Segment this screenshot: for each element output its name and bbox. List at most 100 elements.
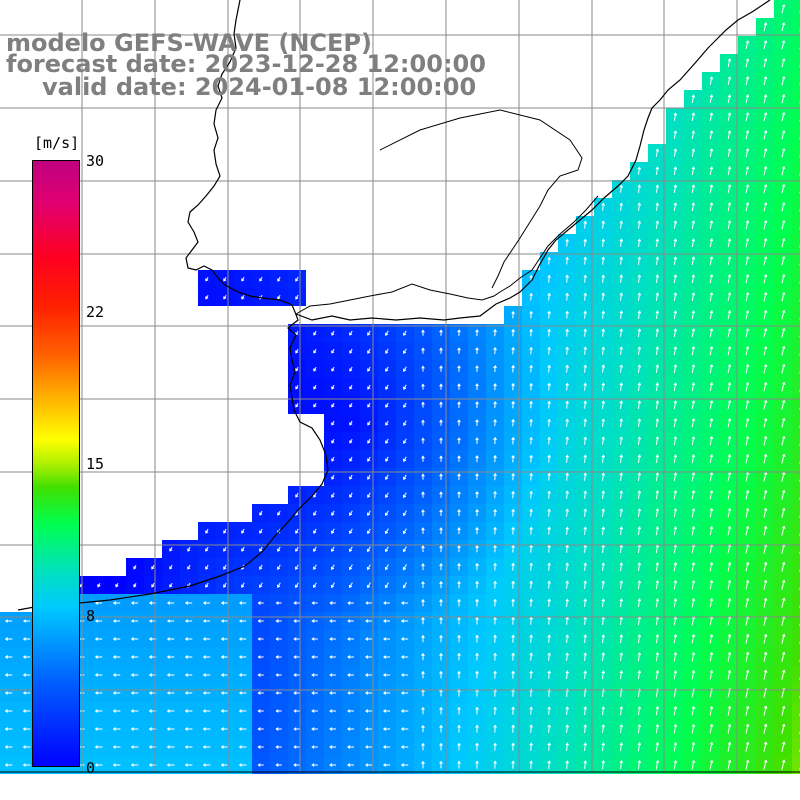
wind-arrow: [511, 760, 515, 769]
wind-arrow: [583, 508, 588, 517]
wind-arrow: [583, 670, 588, 679]
wind-arrow: [781, 453, 786, 464]
wind-arrow: [673, 633, 678, 644]
wind-arrow: [385, 330, 389, 336]
wind-arrow: [384, 546, 389, 553]
colorbar-unit: [m/s]: [34, 134, 80, 152]
wind-arrow: [583, 724, 588, 734]
wind-arrow: [475, 634, 479, 643]
wind-arrow: [421, 706, 425, 715]
wind-arrow: [384, 582, 389, 589]
wind-arrow: [565, 580, 570, 589]
wind-arrow: [727, 435, 732, 446]
wind-arrow: [637, 670, 642, 680]
wind-arrow: [655, 562, 660, 572]
wind-arrow: [475, 760, 479, 769]
wind-arrow: [349, 492, 353, 498]
wind-arrow: [259, 276, 263, 282]
wind-arrow: [673, 130, 678, 139]
wind-arrow: [311, 601, 318, 605]
wind-arrow: [400, 709, 409, 713]
wind-arrow: [112, 727, 121, 731]
wind-cell: [792, 0, 800, 18]
wind-arrow: [511, 742, 515, 751]
wind-arrow: [511, 706, 515, 715]
wind-arrow: [493, 454, 497, 463]
wind-arrow: [457, 508, 461, 517]
wind-arrow: [619, 724, 624, 734]
wind-arrow: [727, 453, 732, 464]
wind-arrow: [187, 564, 191, 570]
wind-arrow: [691, 382, 696, 392]
wind-arrow: [439, 401, 443, 408]
wind-arrow: [583, 436, 588, 445]
wind-arrow: [781, 237, 786, 248]
wind-arrow: [475, 598, 479, 607]
wind-arrow: [637, 220, 642, 229]
wind-arrow: [475, 347, 479, 355]
wind-arrow: [673, 292, 678, 302]
wind-arrow: [403, 456, 407, 462]
wind-arrow: [166, 691, 175, 695]
wind-arrow: [709, 435, 714, 446]
wind-cell: [792, 594, 800, 612]
wind-arrow: [763, 58, 768, 68]
wind-arrow: [331, 438, 335, 444]
wind-arrow: [94, 655, 103, 659]
wind-arrow: [763, 219, 768, 230]
wind-arrow: [382, 619, 391, 623]
wind-arrow: [745, 471, 750, 482]
wind-cell: [792, 720, 800, 738]
wind-arrow: [583, 760, 588, 770]
wind-arrow: [763, 597, 768, 608]
wind-arrow: [4, 745, 13, 749]
wind-arrow: [4, 655, 13, 659]
wind-arrow: [619, 742, 624, 752]
wind-arrow: [637, 364, 642, 373]
wind-arrow: [275, 745, 282, 749]
wind-arrow: [475, 544, 479, 553]
wind-arrow: [331, 546, 335, 552]
wind-arrow: [655, 202, 660, 211]
wind-arrow: [457, 347, 461, 354]
wind-arrow: [565, 274, 570, 283]
wind-arrow: [493, 562, 497, 571]
wind-arrow: [457, 473, 461, 481]
wind-arrow: [4, 637, 13, 641]
wind-arrow: [637, 652, 642, 662]
wind-arrow: [275, 637, 282, 641]
wind-arrow: [655, 759, 660, 770]
wind-arrow: [223, 546, 227, 552]
wind-arrow: [241, 528, 245, 534]
wind-cell: [792, 486, 800, 504]
wind-arrow: [421, 473, 425, 480]
wind-cell: [792, 252, 800, 270]
wind-arrow: [655, 346, 660, 355]
wind-arrow: [691, 202, 696, 212]
wind-arrow: [565, 724, 570, 733]
wind-arrow: [112, 709, 121, 713]
wind-arrow: [691, 400, 696, 410]
wind-arrow: [457, 383, 461, 390]
wind-arrow: [293, 655, 300, 659]
wind-arrow: [169, 564, 173, 570]
wind-arrow: [655, 220, 660, 229]
wind-arrow: [781, 111, 786, 122]
wind-arrow: [691, 220, 696, 230]
wind-arrow: [529, 472, 533, 481]
wind-arrow: [184, 727, 193, 731]
wind-arrow: [259, 564, 263, 570]
wind-arrow: [385, 492, 389, 498]
wind-arrow: [745, 435, 750, 446]
wind-arrow: [619, 400, 624, 409]
wind-arrow: [709, 651, 714, 662]
wind-arrow: [601, 364, 606, 373]
wind-arrow: [382, 763, 391, 767]
wind-cell: [792, 216, 800, 234]
wind-arrow: [781, 633, 786, 644]
wind-arrow: [727, 633, 732, 644]
wind-arrow: [745, 130, 750, 140]
wind-arrow: [745, 219, 750, 230]
wind-arrow: [547, 598, 551, 607]
wind-arrow: [781, 147, 786, 158]
